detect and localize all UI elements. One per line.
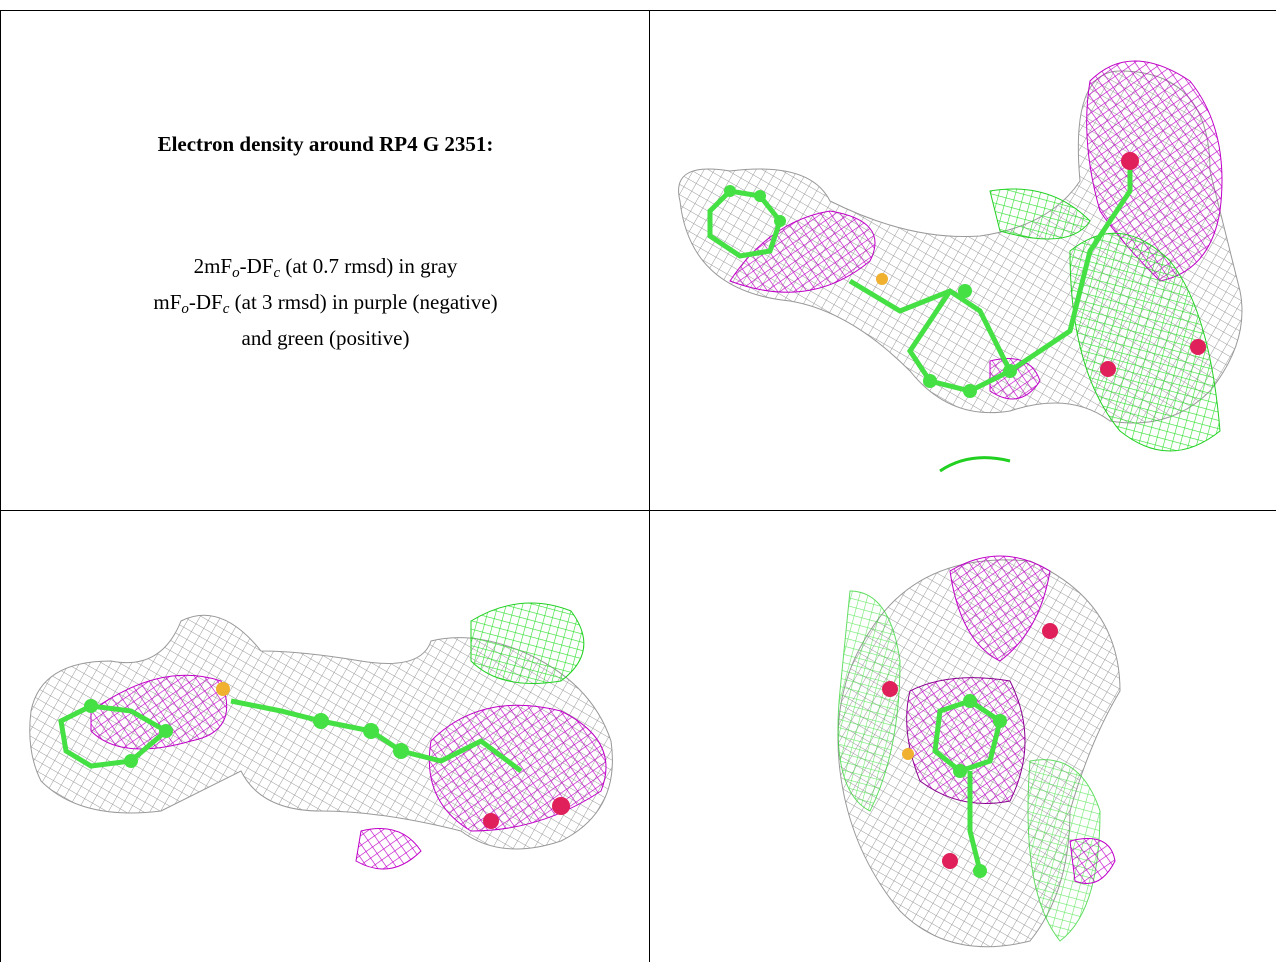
text-run: and green (positive) xyxy=(242,326,410,350)
green-mesh xyxy=(471,603,584,684)
figure-table: Electron density around RP4 G 2351: 2mFo… xyxy=(0,10,1276,962)
oxygen xyxy=(1100,361,1116,377)
text-run: -DF xyxy=(240,254,274,278)
text-run: -DF xyxy=(189,290,223,314)
text-run: 2mF xyxy=(194,254,233,278)
caption-line: and green (positive) xyxy=(1,320,649,356)
density-view-1 xyxy=(650,11,1276,510)
caption-cell: Electron density around RP4 G 2351: 2mFo… xyxy=(1,11,649,510)
subscript: o xyxy=(232,265,240,281)
density-view-2 xyxy=(1,511,649,962)
oxygen xyxy=(1121,152,1139,170)
purple-mesh xyxy=(356,829,421,870)
oxygen xyxy=(552,797,570,815)
oxygen xyxy=(1190,339,1206,355)
text-run: mF xyxy=(153,290,181,314)
caption-line: mFo-DFc (at 3 rmsd) in purple (negative) xyxy=(1,284,649,320)
green-mesh xyxy=(940,458,1010,471)
purple-mesh xyxy=(1070,839,1115,884)
caption-title: Electron density around RP4 G 2351: xyxy=(1,132,649,157)
oxygen xyxy=(942,853,958,869)
oxygen xyxy=(882,681,898,697)
caption-line: 2mFo-DFc (at 0.7 rmsd) in gray xyxy=(1,248,649,284)
density-view-3 xyxy=(650,511,1276,962)
text-run: (at 3 rmsd) in purple (negative) xyxy=(229,290,497,314)
page: Electron density around RP4 G 2351: 2mFo… xyxy=(0,0,1276,962)
oxygen xyxy=(483,813,499,829)
sulfur xyxy=(876,273,888,285)
sulfur xyxy=(216,682,230,696)
subscript: o xyxy=(181,301,189,317)
text-run: (at 0.7 rmsd) in gray xyxy=(280,254,457,278)
sulfur xyxy=(902,748,914,760)
oxygen xyxy=(1042,623,1058,639)
